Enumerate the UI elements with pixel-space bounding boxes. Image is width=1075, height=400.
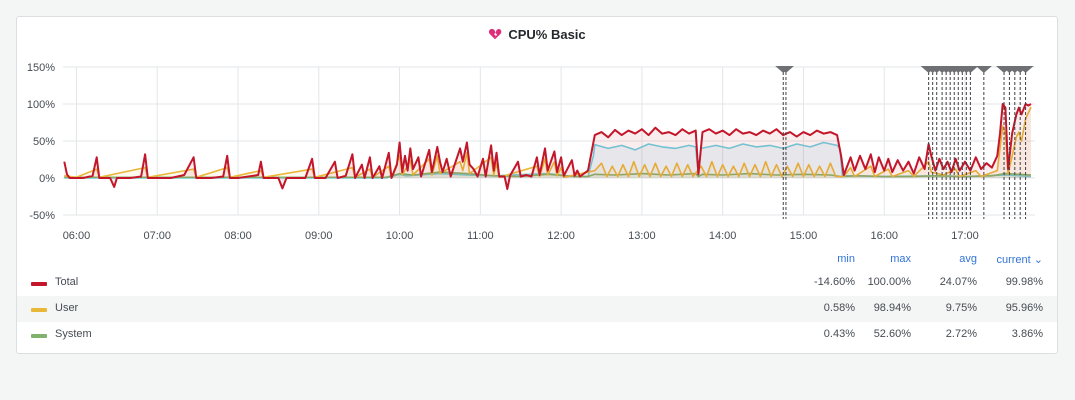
series-min: 0.58% xyxy=(823,302,855,314)
x-tick-label: 10:00 xyxy=(386,230,414,242)
x-tick-label: 08:00 xyxy=(224,230,252,242)
panel-header[interactable]: CPU% Basic xyxy=(17,17,1057,51)
y-tick-label: 100% xyxy=(27,99,55,111)
y-tick-label: -50% xyxy=(29,210,55,222)
series-name[interactable]: User xyxy=(55,302,79,314)
cpu-panel: CPU% Basic -50% 0% 50% 100% 150% 06:00 07:00 0… xyxy=(16,16,1058,354)
x-tick-label: 07:00 xyxy=(143,230,171,242)
annotation-marker xyxy=(777,66,794,73)
y-tick-label: 150% xyxy=(27,62,55,74)
annotation-marker xyxy=(1017,66,1034,73)
x-tick-label: 14:00 xyxy=(709,230,737,242)
cpu-chart[interactable]: -50% 0% 50% 100% 150% 06:00 07:00 08:00 09:00 10… xyxy=(17,17,1057,249)
legend-row-system[interactable]: System 0.43% 52.60% 2.72% 3.86% xyxy=(17,322,1057,348)
sort-desc-icon: ⌄ xyxy=(1033,254,1043,266)
series-avg: 9.75% xyxy=(945,302,977,314)
annotation-marker xyxy=(975,66,992,73)
legend-col-avg[interactable]: avg xyxy=(959,253,977,265)
x-tick-label: 11:00 xyxy=(467,230,494,242)
x-tick-label: 12:00 xyxy=(547,230,575,242)
x-tick-label: 06:00 xyxy=(63,230,91,242)
plot-area xyxy=(63,103,1032,191)
series-name[interactable]: System xyxy=(55,328,92,340)
legend-col-min[interactable]: min xyxy=(837,253,855,265)
x-tick-label: 15:00 xyxy=(790,230,818,242)
y-axis: -50% 0% 50% 100% 150% xyxy=(27,62,55,222)
series-area-total xyxy=(64,104,1032,190)
annotations[interactable] xyxy=(775,66,1034,219)
series-current: 3.86% xyxy=(1011,328,1043,340)
x-tick-label: 17:00 xyxy=(951,230,979,242)
x-axis: 06:00 07:00 08:00 09:00 10:00 11:00 12:00 13:00… xyxy=(63,230,979,242)
series-color-swatch xyxy=(31,334,47,338)
y-tick-label: 50% xyxy=(33,136,55,148)
series-avg: 2.72% xyxy=(945,328,977,340)
legend-col-current-label: current xyxy=(996,254,1031,266)
x-tick-label: 16:00 xyxy=(870,230,898,242)
annotation-marker xyxy=(962,66,979,73)
x-tick-label: 13:00 xyxy=(628,230,656,242)
legend-col-max[interactable]: max xyxy=(890,253,911,265)
legend-row-total[interactable]: Total -14.60% 100.00% 24.07% 99.98% xyxy=(17,270,1057,296)
series-name[interactable]: Total xyxy=(55,276,79,288)
series-max: 98.94% xyxy=(873,302,911,314)
broken-heart-icon xyxy=(489,28,502,40)
y-tick-label: 0% xyxy=(39,173,55,185)
series-line-total xyxy=(63,103,1032,191)
legend-row-user[interactable]: User 0.58% 98.94% 9.75% 95.96% xyxy=(17,296,1057,322)
series-avg: 24.07% xyxy=(939,276,977,288)
x-tick-label: 09:00 xyxy=(305,230,333,242)
series-color-swatch xyxy=(31,282,47,286)
series-current: 95.96% xyxy=(1005,302,1043,314)
legend-col-current[interactable]: current ⌄ xyxy=(996,253,1043,269)
grid xyxy=(63,66,1035,216)
series-current: 99.98% xyxy=(1005,276,1043,288)
series-max: 100.00% xyxy=(867,276,911,288)
series-min: 0.43% xyxy=(823,328,855,340)
series-min: -14.60% xyxy=(814,276,855,288)
series-max: 52.60% xyxy=(873,328,911,340)
series-color-swatch xyxy=(31,308,47,312)
panel-title: CPU% Basic xyxy=(508,26,586,42)
